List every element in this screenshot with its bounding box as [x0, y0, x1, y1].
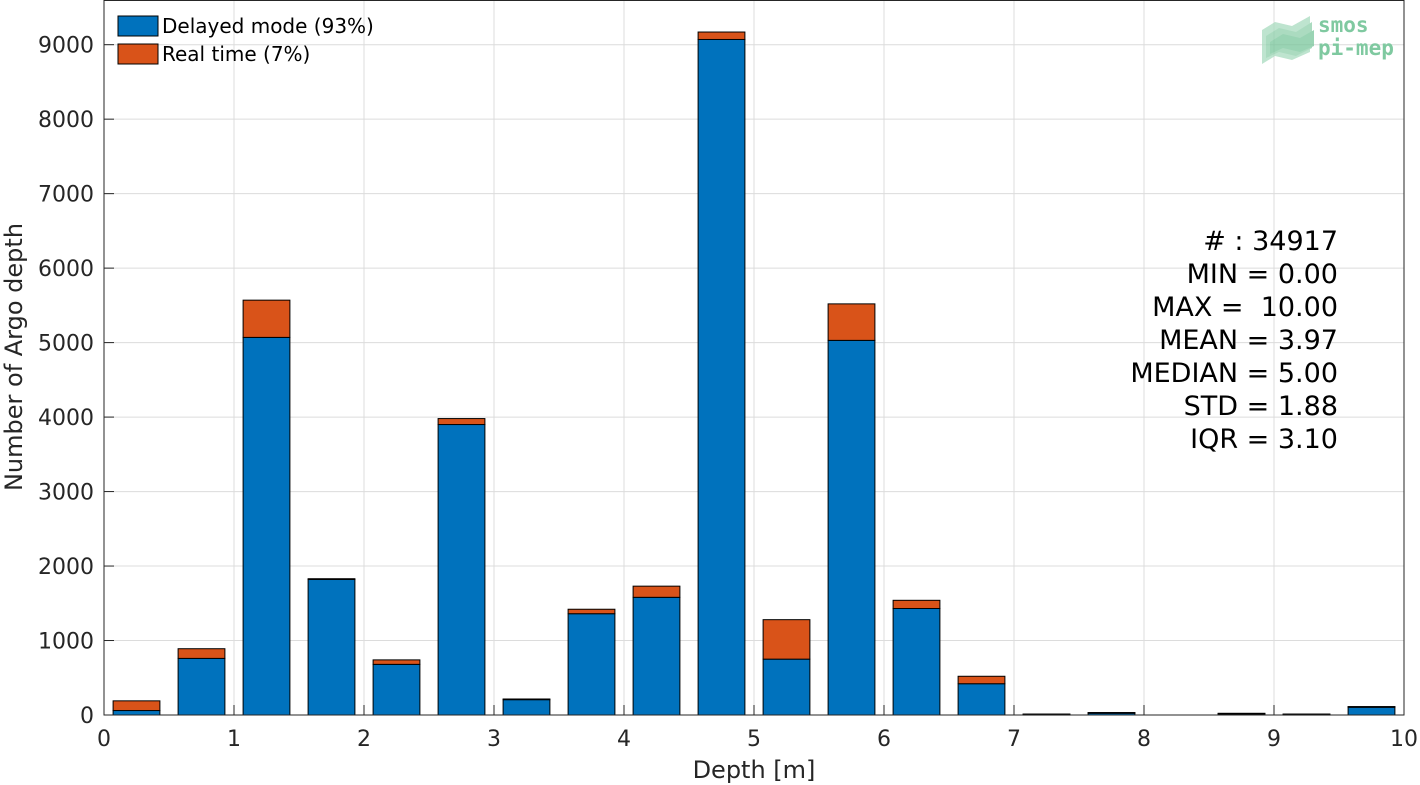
bar-delayed-mode — [1347, 706, 1396, 716]
bar-real-time — [567, 608, 616, 615]
x-tick-label: 3 — [487, 727, 501, 752]
bar-delayed-mode — [242, 336, 291, 716]
legend-swatch-realtime — [117, 43, 159, 65]
stats-mean: MEAN = 3.97 — [1159, 325, 1338, 356]
bar-delayed-mode — [567, 613, 616, 716]
bar-delayed-mode — [372, 663, 421, 716]
bar-real-time — [1217, 712, 1266, 715]
bar-real-time — [892, 599, 941, 609]
bar-real-time — [502, 698, 551, 701]
y-tick-label: 5000 — [38, 332, 94, 357]
x-tick-label: 9 — [1267, 727, 1281, 752]
bar-real-time — [632, 585, 681, 598]
bar-real-time — [307, 578, 356, 581]
x-axis-title: Depth [m] — [693, 756, 816, 784]
stats-median: MEDIAN = 5.00 — [1130, 358, 1338, 389]
y-tick-label: 1000 — [38, 630, 94, 655]
y-tick-label: 0 — [80, 704, 94, 729]
bar-delayed-mode — [827, 339, 876, 716]
logo-text-line1: smos — [1318, 13, 1369, 37]
x-tick-label: 0 — [97, 727, 111, 752]
bar-delayed-mode — [697, 38, 746, 716]
grid-lines — [104, 0, 1404, 715]
bar-real-time — [242, 299, 291, 338]
bar-real-time — [112, 700, 161, 712]
axis-ticks: 0 1 2 3 4 5 6 7 8 9 10 0 1000 2000 3000 4000 5000 6000 700… — [38, 34, 1418, 752]
x-tick-label: 5 — [747, 727, 761, 752]
bar-real-time — [827, 303, 876, 341]
y-tick-label: 9000 — [38, 34, 94, 59]
y-tick-label: 3000 — [38, 481, 94, 506]
y-axis-title: Number of Argo depth — [0, 223, 28, 491]
x-tick-label: 10 — [1390, 727, 1418, 752]
stats-annotation: # : 34917 MIN = 0.00 MAX = 10.00 MEAN = … — [1130, 226, 1338, 455]
x-tick-label: 7 — [1007, 727, 1021, 752]
stats-std: STD = 1.88 — [1184, 391, 1338, 422]
y-tick-label: 8000 — [38, 108, 94, 133]
bar-delayed-mode — [892, 607, 941, 716]
x-tick-label: 8 — [1137, 727, 1151, 752]
bar-delayed-mode — [502, 698, 551, 716]
legend: Delayed mode (93%) Real time (7%) — [117, 14, 374, 66]
bar-delayed-mode — [177, 657, 226, 716]
bar-delayed-mode — [112, 710, 161, 716]
bar-delayed-mode — [957, 683, 1006, 716]
bar-delayed-mode — [632, 596, 681, 716]
logo-text-line2: pi-mep — [1318, 36, 1394, 60]
stats-iqr: IQR = 3.10 — [1190, 424, 1338, 455]
smos-pi-mep-logo: smos pi-mep — [1262, 13, 1394, 64]
legend-label-realtime: Real time (7%) — [162, 42, 310, 66]
bar-real-time — [762, 619, 811, 660]
x-tick-label: 4 — [617, 727, 631, 752]
x-tick-label: 6 — [877, 727, 891, 752]
bar-delayed-mode — [437, 424, 486, 716]
stats-max: MAX = 10.00 — [1152, 292, 1338, 323]
legend-swatch-delayed — [117, 15, 159, 37]
x-tick-label: 2 — [357, 727, 371, 752]
bar-real-time — [697, 31, 746, 40]
bar-real-time — [372, 659, 421, 665]
bar-delayed-mode — [762, 658, 811, 716]
stats-count: # : 34917 — [1203, 226, 1338, 257]
bar-real-time — [1347, 706, 1396, 708]
bar-real-time — [177, 648, 226, 659]
y-tick-label: 4000 — [38, 406, 94, 431]
y-tick-label: 6000 — [38, 257, 94, 282]
legend-label-delayed: Delayed mode (93%) — [162, 14, 374, 38]
bar-real-time — [957, 675, 1006, 685]
y-tick-label: 2000 — [38, 555, 94, 580]
bar-real-time — [1087, 712, 1136, 714]
stats-min: MIN = 0.00 — [1187, 259, 1338, 290]
logo-wave-icon — [1262, 16, 1314, 64]
y-tick-label: 7000 — [38, 183, 94, 208]
bar-real-time — [437, 418, 486, 426]
bar-delayed-mode — [307, 578, 356, 716]
x-tick-label: 1 — [227, 727, 241, 752]
